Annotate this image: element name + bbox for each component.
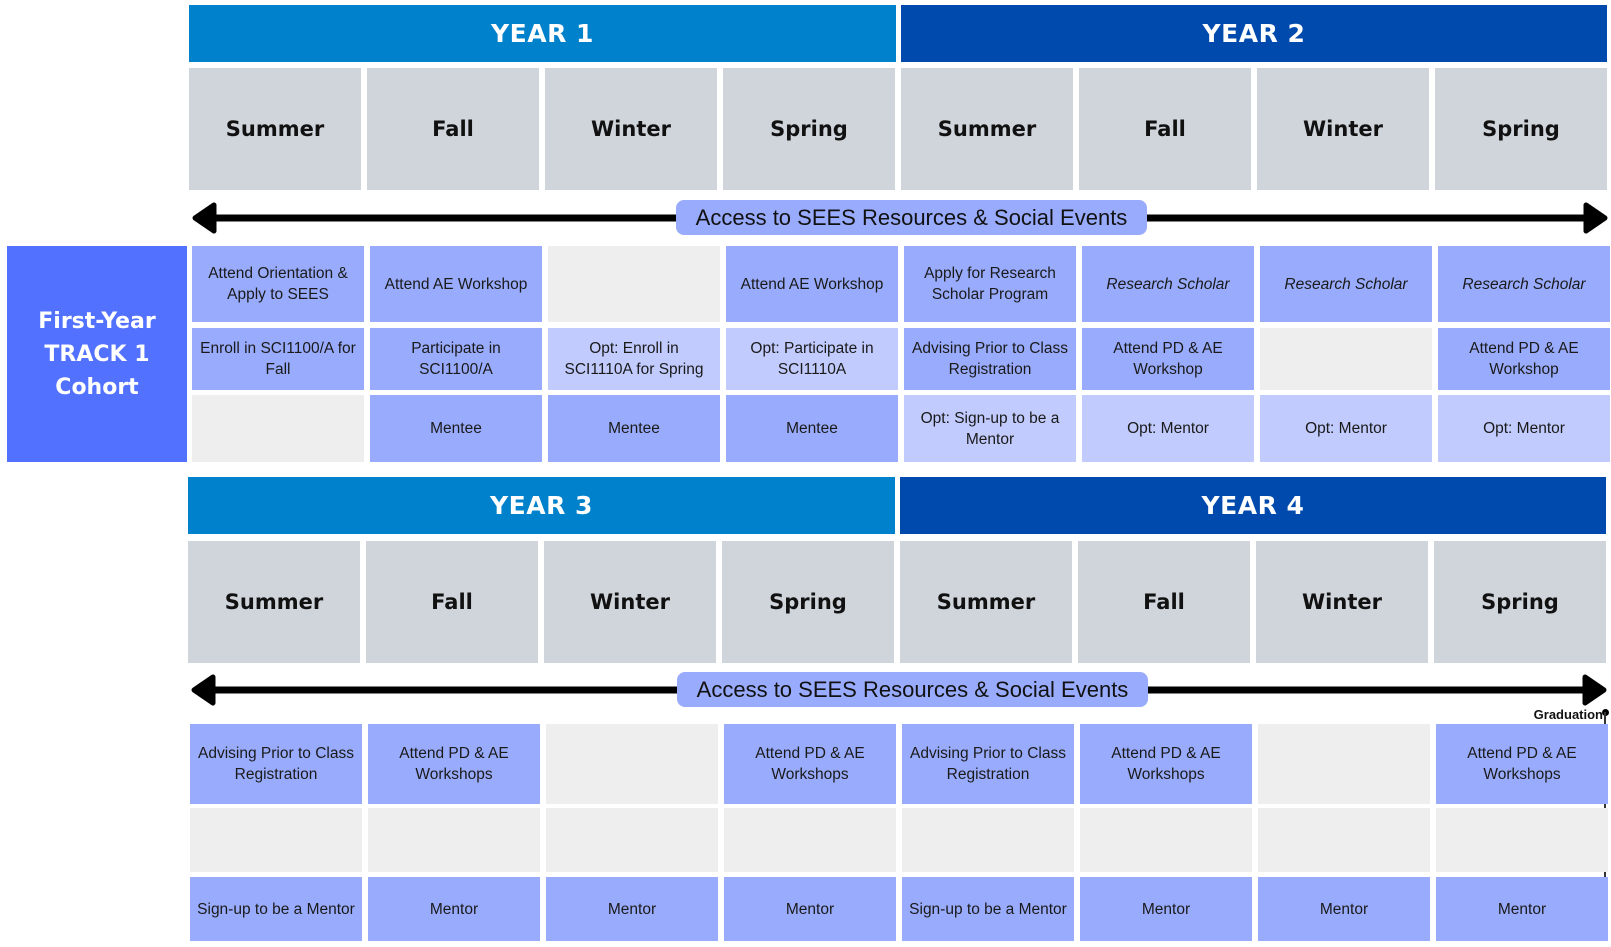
activity-cell: Sign-up to be a Mentor <box>190 877 362 941</box>
activity-cell: Attend PD & AE Workshops <box>368 724 540 804</box>
empty-cell <box>1436 808 1608 872</box>
top-season-8: Spring <box>1435 68 1607 190</box>
year-2-header: YEAR 2 <box>901 5 1607 62</box>
empty-cell <box>724 808 896 872</box>
empty-cell <box>190 808 362 872</box>
activity-cell: Apply for Research Scholar Program <box>904 246 1076 322</box>
empty-cell <box>1260 328 1432 390</box>
top-season-3: Winter <box>545 68 717 190</box>
activity-cell: Attend AE Workshop <box>726 246 898 322</box>
activity-cell: Attend PD & AE Workshops <box>724 724 896 804</box>
empty-cell <box>546 808 718 872</box>
activity-cell: Sign-up to be a Mentor <box>902 877 1074 941</box>
empty-cell <box>368 808 540 872</box>
bottom-season-5: Summer <box>900 541 1072 663</box>
activity-cell: Attend PD & AE Workshops <box>1080 724 1252 804</box>
bottom-season-8: Spring <box>1434 541 1606 663</box>
activity-cell: Research Scholar <box>1082 246 1254 322</box>
bottom-season-6: Fall <box>1078 541 1250 663</box>
cohort-label-line-2: TRACK 1 <box>44 341 150 367</box>
activity-cell: Opt: Mentor <box>1260 395 1432 462</box>
activity-cell: Advising Prior to Class Registration <box>902 724 1074 804</box>
timeline-label-bottom: Access to SEES Resources & Social Events <box>677 672 1148 707</box>
timeline-label-top: Access to SEES Resources & Social Events <box>676 200 1147 235</box>
activity-cell: Opt: Mentor <box>1082 395 1254 462</box>
activity-cell: Attend AE Workshop <box>370 246 542 322</box>
bottom-season-2: Fall <box>366 541 538 663</box>
activity-cell: Opt: Sign-up to be a Mentor <box>904 395 1076 462</box>
top-season-6: Fall <box>1079 68 1251 190</box>
activity-cell: Mentor <box>1258 877 1430 941</box>
cohort-label-line-3: Cohort <box>55 374 139 400</box>
activity-cell: Research Scholar <box>1260 246 1432 322</box>
empty-cell <box>546 724 718 804</box>
activity-cell: Opt: Participate in SCI1110A <box>726 328 898 390</box>
activity-cell: Opt: Mentor <box>1438 395 1610 462</box>
empty-cell <box>548 246 720 322</box>
empty-cell <box>1258 808 1430 872</box>
year-3-header: YEAR 3 <box>188 477 895 534</box>
activity-cell: Opt: Enroll in SCI1110A for Spring <box>548 328 720 390</box>
activity-cell: Advising Prior to Class Registration <box>190 724 362 804</box>
top-season-7: Winter <box>1257 68 1429 190</box>
cohort-label: First-Year TRACK 1 Cohort <box>7 246 187 462</box>
activity-cell: Mentee <box>726 395 898 462</box>
top-season-4: Spring <box>723 68 895 190</box>
activity-cell: Mentee <box>548 395 720 462</box>
activity-cell: Advising Prior to Class Registration <box>904 328 1076 390</box>
activity-cell: Participate in SCI1100/A <box>370 328 542 390</box>
empty-cell <box>1258 724 1430 804</box>
activity-cell: Attend PD & AE Workshop <box>1438 328 1610 390</box>
empty-cell <box>192 395 364 462</box>
year-4-header: YEAR 4 <box>900 477 1606 534</box>
activity-cell: Attend Orientation & Apply to SEES <box>192 246 364 322</box>
cohort-label-line-1: First-Year <box>38 308 156 334</box>
bottom-season-1: Summer <box>188 541 360 663</box>
activity-cell: Enroll in SCI1100/A for Fall <box>192 328 364 390</box>
activity-cell: Attend PD & AE Workshops <box>1436 724 1608 804</box>
top-season-2: Fall <box>367 68 539 190</box>
bottom-season-3: Winter <box>544 541 716 663</box>
activity-cell: Research Scholar <box>1438 246 1610 322</box>
activity-cell: Mentor <box>368 877 540 941</box>
activity-cell: Mentee <box>370 395 542 462</box>
top-season-1: Summer <box>189 68 361 190</box>
activity-cell: Mentor <box>1080 877 1252 941</box>
empty-cell <box>902 808 1074 872</box>
bottom-season-7: Winter <box>1256 541 1428 663</box>
activity-cell: Mentor <box>1436 877 1608 941</box>
activity-cell: Mentor <box>724 877 896 941</box>
graduation-label: Graduation <box>1533 707 1603 722</box>
activity-cell: Attend PD & AE Workshop <box>1082 328 1254 390</box>
year-1-header: YEAR 1 <box>189 5 896 62</box>
activity-cell: Mentor <box>546 877 718 941</box>
empty-cell <box>1080 808 1252 872</box>
bottom-season-4: Spring <box>722 541 894 663</box>
top-season-5: Summer <box>901 68 1073 190</box>
